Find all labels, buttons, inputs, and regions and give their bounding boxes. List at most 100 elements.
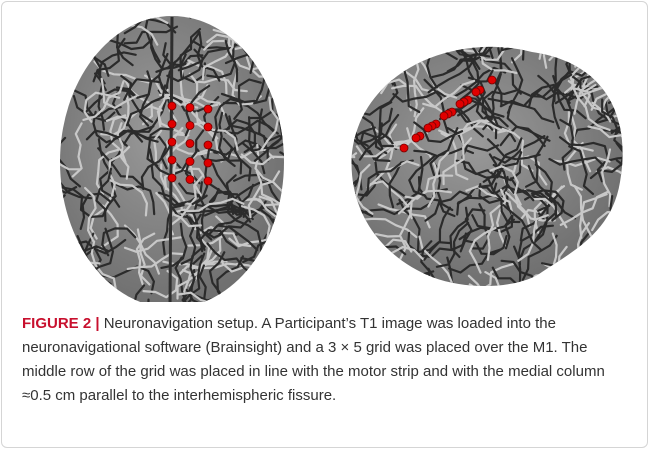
sulcus <box>517 214 549 262</box>
caption-text: Neuronavigation setup. A Participant’s T… <box>22 315 605 404</box>
sulcus <box>123 284 146 302</box>
sulcus <box>279 222 284 260</box>
sulcus <box>84 186 97 243</box>
sulcus <box>233 78 262 120</box>
sulcus <box>76 288 94 302</box>
sulcus <box>427 151 450 208</box>
sulcus <box>60 289 70 302</box>
electrode <box>185 139 195 148</box>
sulcus <box>217 183 255 226</box>
sulcus <box>175 96 219 140</box>
sulcus <box>272 26 284 47</box>
sulcus <box>435 221 470 268</box>
sulcus <box>268 249 284 299</box>
sulcus <box>276 249 284 278</box>
electrode <box>439 111 449 121</box>
sulcus <box>534 163 553 212</box>
sulcus <box>351 152 358 201</box>
sulcus <box>190 121 239 151</box>
sulcus <box>351 46 356 59</box>
sulcus <box>179 28 202 81</box>
sulcus <box>502 204 543 252</box>
sulcus <box>220 77 266 104</box>
sulcus <box>587 125 623 157</box>
sulcus <box>60 136 81 188</box>
sulcus <box>409 46 455 51</box>
sulcus <box>60 100 65 127</box>
sulcus <box>60 16 84 24</box>
sulcus <box>351 96 369 147</box>
sulcus <box>506 46 528 64</box>
sulcus <box>123 17 177 35</box>
sulcus <box>408 46 458 60</box>
sulcus <box>478 175 509 204</box>
sulcus <box>201 33 235 81</box>
sulcus <box>429 158 454 212</box>
sulcus <box>116 16 169 24</box>
sulcus <box>368 149 406 198</box>
sulcus <box>563 108 594 152</box>
electrode <box>203 140 213 150</box>
sulcus <box>90 240 117 292</box>
sulcus <box>211 162 243 215</box>
sulcus <box>105 105 163 122</box>
sulcus <box>458 218 515 241</box>
sulcus <box>493 135 546 164</box>
sulcus <box>568 145 595 195</box>
sulcus <box>162 204 185 256</box>
sulcus <box>467 274 512 287</box>
sulcus <box>60 16 79 28</box>
sulcus <box>259 269 283 302</box>
sulcus <box>60 194 66 230</box>
electrode <box>203 158 213 168</box>
sulcus <box>188 148 211 196</box>
sulcus <box>531 189 565 222</box>
sulcus <box>351 148 356 159</box>
sulcus <box>180 252 206 302</box>
sulcus <box>538 46 558 60</box>
sulcus <box>226 16 253 29</box>
sulcus <box>150 34 187 70</box>
sulcus <box>360 217 418 239</box>
electrode <box>411 133 421 143</box>
sulcus <box>422 79 476 109</box>
electrode <box>203 176 213 186</box>
sulcus <box>150 164 187 207</box>
sulcus <box>553 66 592 103</box>
sulcus <box>525 135 549 188</box>
sulcus <box>60 146 82 171</box>
sulcus <box>155 192 202 228</box>
sulcus <box>83 91 121 123</box>
sulcus <box>538 46 566 60</box>
sulcus <box>571 46 623 67</box>
sulcus <box>218 111 236 167</box>
sulcus <box>136 228 151 286</box>
sulcus <box>85 129 142 141</box>
sulcus <box>97 147 143 187</box>
sulcus <box>351 281 354 287</box>
sulcus <box>455 159 505 179</box>
sulcus <box>185 197 245 213</box>
sulcus <box>627 115 645 169</box>
sulcus <box>358 113 400 161</box>
sulcus <box>108 178 148 217</box>
sulcus <box>459 208 486 253</box>
sulcus <box>226 199 262 245</box>
sulcus <box>60 299 67 302</box>
electrode <box>167 155 177 165</box>
sulcus <box>202 16 217 23</box>
sulcus <box>92 37 126 83</box>
sulcus <box>517 281 532 287</box>
sulcus <box>198 264 216 302</box>
sulcus <box>252 16 284 36</box>
sulcus <box>359 252 387 287</box>
sulcus <box>273 220 284 233</box>
sulcus <box>177 237 211 276</box>
sulcus <box>504 191 514 250</box>
sulcus <box>148 148 189 177</box>
sulcus <box>95 167 113 223</box>
sulcus <box>351 273 362 287</box>
sulcus <box>351 95 362 125</box>
electrode <box>185 121 195 130</box>
sulcus <box>401 267 414 287</box>
